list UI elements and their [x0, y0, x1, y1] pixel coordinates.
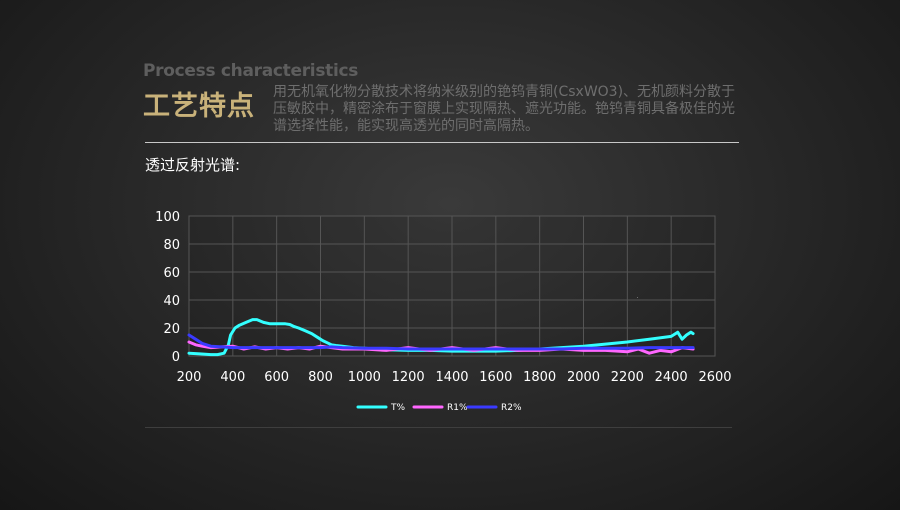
- legend-label: R1%: [447, 403, 468, 413]
- x-tick-label: 400: [220, 370, 245, 385]
- legend-label: T%: [390, 403, 405, 413]
- y-axis-ticks: 0 20 40 60 80 100: [155, 210, 180, 365]
- y-tick-label: 20: [163, 322, 180, 337]
- chart-grid: [188, 215, 716, 357]
- section-eyebrow: Process characteristics: [143, 61, 359, 81]
- y-tick-label: 100: [155, 210, 180, 225]
- y-tick-label: 60: [163, 266, 180, 281]
- x-tick-label: 1000: [348, 370, 381, 385]
- x-tick-label: 1200: [392, 370, 425, 385]
- title-divider: [145, 142, 739, 143]
- x-tick-label: 2200: [611, 370, 644, 385]
- x-tick-label: 1800: [523, 370, 556, 385]
- series-line-r2pct: [187, 333, 695, 351]
- series-line-tpct: [187, 318, 695, 357]
- x-tick-label: 2400: [655, 370, 688, 385]
- y-tick-label: 0: [172, 350, 180, 365]
- x-tick-label: 1400: [435, 370, 468, 385]
- bottom-divider: [145, 427, 732, 428]
- x-tick-label: 2600: [698, 370, 731, 385]
- chart-series: [187, 318, 695, 357]
- chart-subtitle: 透过反射光谱:: [145, 156, 241, 174]
- legend-label: R2%: [501, 403, 522, 413]
- x-axis-ticks: 200 400 600 800 1000 1200 1400 1600 1800 2000 2200…: [177, 370, 732, 385]
- stray-dot: [637, 297, 638, 298]
- x-tick-label: 800: [308, 370, 333, 385]
- x-tick-label: 1600: [479, 370, 512, 385]
- x-tick-label: 600: [264, 370, 289, 385]
- section-description: 用无机氧化物分散技术将纳米级别的铯钨青铜(CsxWO3)、无机颜料分散于压敏胶中…: [273, 84, 736, 134]
- y-tick-label: 80: [163, 238, 180, 253]
- x-tick-label: 200: [177, 370, 202, 385]
- y-tick-label: 40: [163, 294, 180, 309]
- x-tick-label: 2000: [567, 370, 600, 385]
- section-title: 工艺特点: [143, 91, 255, 122]
- chart-legend: T% R1% R2%: [356, 403, 522, 413]
